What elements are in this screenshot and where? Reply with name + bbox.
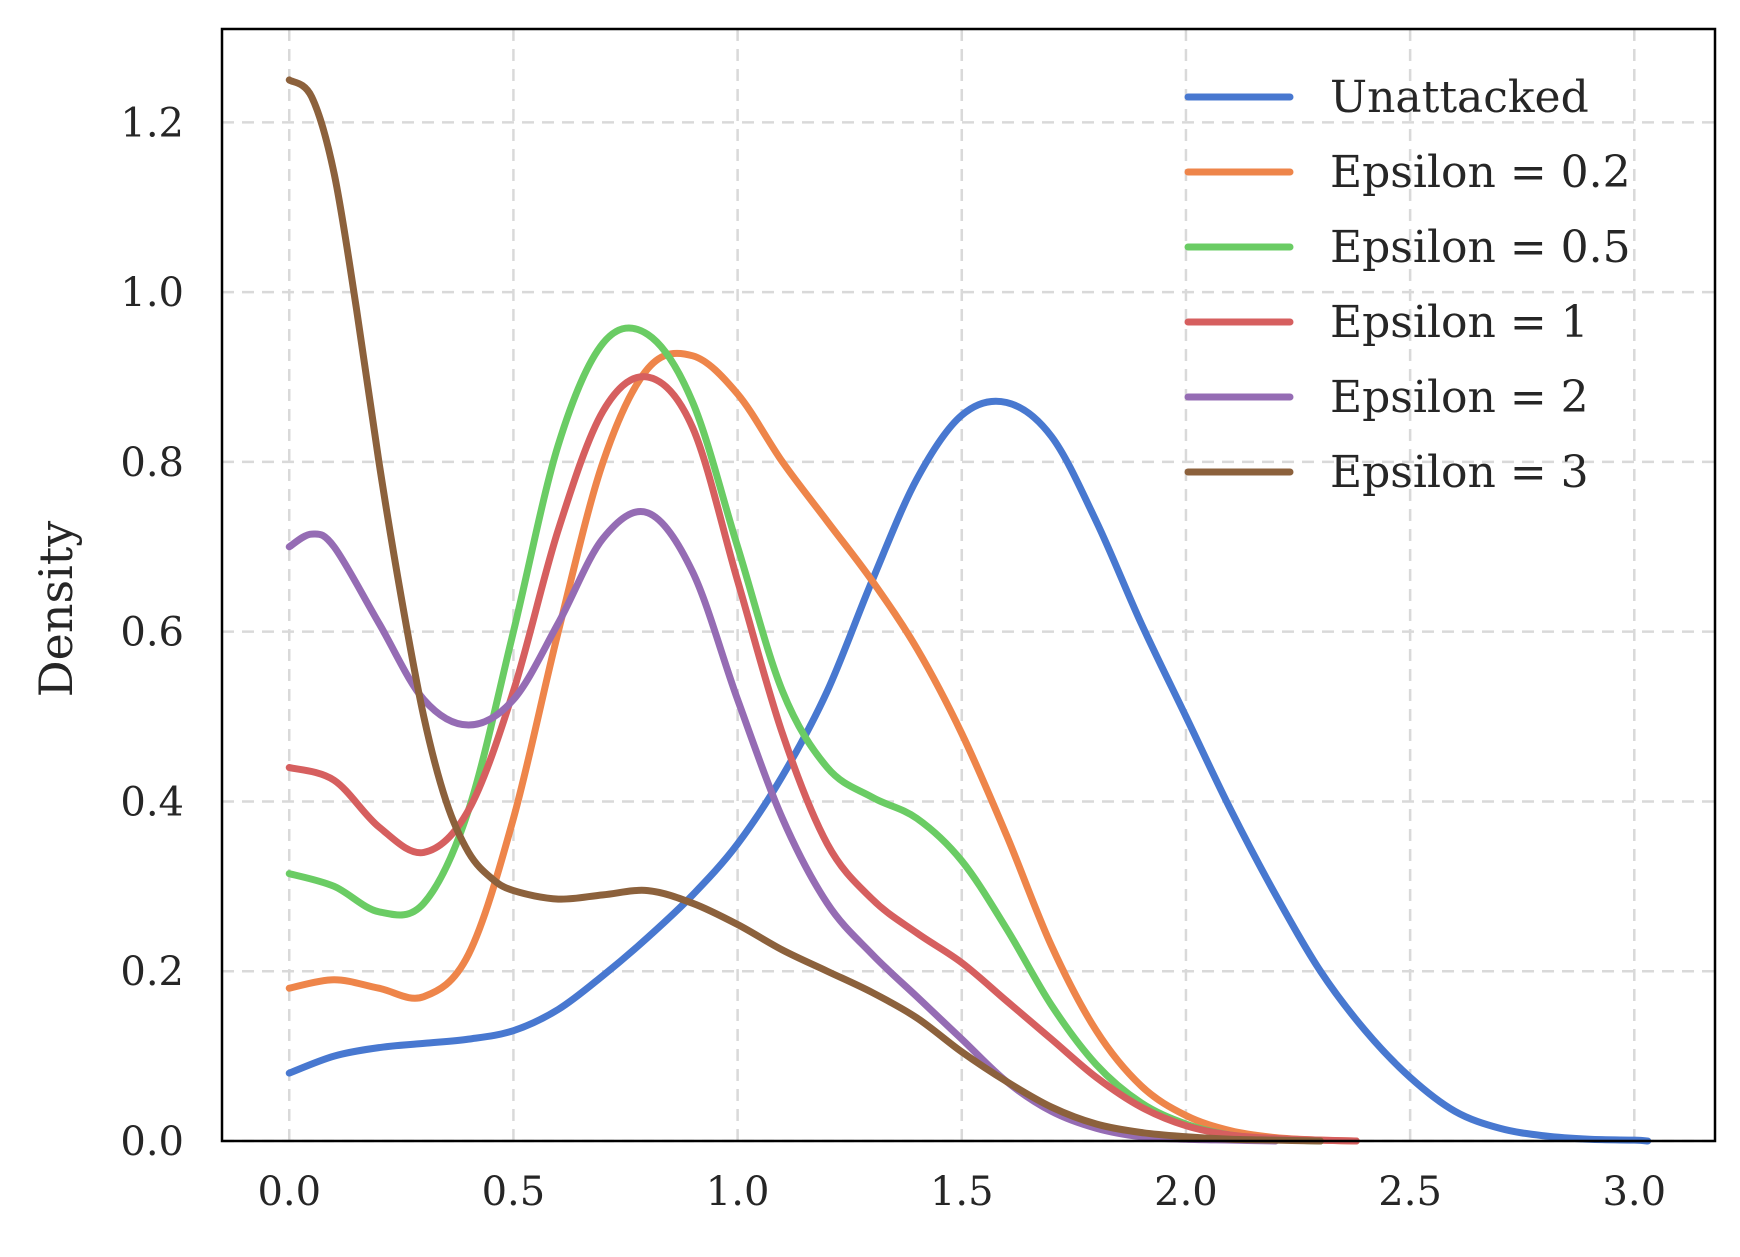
x-tick-label: 2.0 [1154, 1169, 1218, 1215]
series-line-3 [285, 373, 1360, 1145]
x-tick-label: 1.0 [706, 1169, 770, 1215]
x-axis-ticks: 0.0 0.5 1.0 1.5 2.0 2.5 3.0 [257, 1169, 1666, 1215]
x-tick-label: 2.5 [1378, 1169, 1442, 1215]
x-tick-label: 3.0 [1602, 1169, 1666, 1215]
series-lines [285, 76, 1652, 1145]
y-tick-label: 1.2 [120, 100, 184, 146]
series-line-1 [285, 349, 1360, 1145]
series-line-5 [285, 76, 1324, 1145]
y-tick-label: 0.4 [120, 779, 184, 825]
y-tick-label: 0.2 [120, 949, 184, 995]
y-tick-label: 0.8 [120, 440, 184, 486]
legend-label-1: Epsilon = 0.2 [1330, 147, 1631, 198]
y-axis-ticks: 0.0 0.2 0.4 0.6 0.8 1.0 1.2 [120, 100, 184, 1165]
y-tick-label: 1.0 [120, 270, 184, 316]
legend-label-5: Epsilon = 3 [1330, 447, 1589, 498]
legend: Unattacked Epsilon = 0.2 Epsilon = 0.5 Epsi… [1184, 72, 1631, 498]
legend-label-3: Epsilon = 1 [1330, 297, 1589, 348]
y-axis-title: Density [29, 521, 83, 698]
legend-label-4: Epsilon = 2 [1330, 372, 1589, 423]
legend-label-0: Unattacked [1330, 72, 1589, 123]
x-tick-label: 1.5 [930, 1169, 994, 1215]
plot-frame [220, 27, 1717, 1143]
series-line-2 [285, 324, 1324, 1145]
legend-label-2: Epsilon = 0.5 [1330, 222, 1631, 273]
y-tick-label: 0.0 [120, 1119, 184, 1165]
series-line-4 [285, 508, 1280, 1145]
x-tick-label: 0.0 [257, 1169, 321, 1215]
x-tick-label: 0.5 [482, 1169, 546, 1215]
y-tick-label: 0.6 [120, 610, 184, 656]
series-line-0 [285, 397, 1652, 1145]
